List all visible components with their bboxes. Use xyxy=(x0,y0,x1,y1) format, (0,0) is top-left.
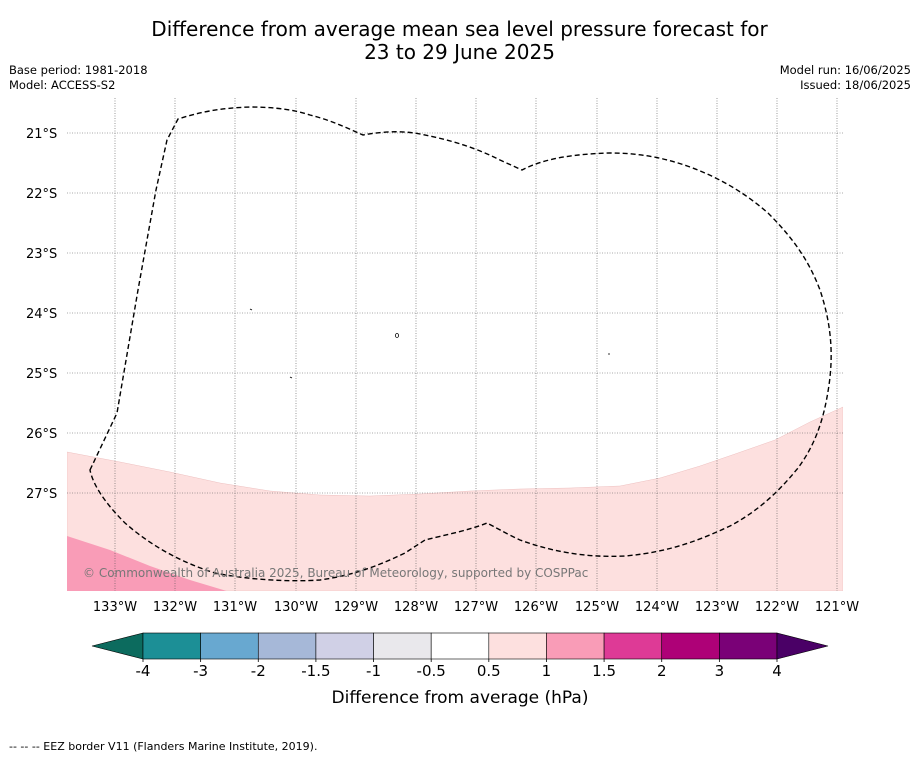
colorbar-cell xyxy=(142,632,201,660)
colorbar-label: Difference from average (hPa) xyxy=(332,688,589,708)
base-info: Base period: 1981-2018 Model: ACCESS-S2 xyxy=(9,63,148,93)
islands xyxy=(249,308,610,379)
model-name: Model: ACCESS-S2 xyxy=(9,78,116,92)
colorbar-tick-label: -3 xyxy=(193,662,208,680)
base-period: Base period: 1981-2018 xyxy=(9,63,148,77)
lat-label: 24°S xyxy=(26,307,57,322)
lon-labels: 133°W 132°W 131°W 130°W 129°W 128°W 127°… xyxy=(93,600,859,615)
lon-label: 123°W xyxy=(695,600,739,615)
issued-date: Issued: 18/06/2025 xyxy=(800,78,911,92)
colorbar-cell xyxy=(315,632,374,660)
lat-label: 27°S xyxy=(26,487,57,502)
colorbar-tick-label: -0.5 xyxy=(417,662,446,680)
anomaly-fill-1-1.5 xyxy=(67,536,227,591)
title-line-2: 23 to 29 June 2025 xyxy=(364,40,555,64)
colorbar-cell xyxy=(373,632,432,660)
island-mark xyxy=(289,376,293,379)
lon-label: 125°W xyxy=(575,600,619,615)
colorbar-tick-label: 1 xyxy=(542,662,552,680)
title-line-1: Difference from average mean sea level p… xyxy=(151,17,768,41)
eez-border xyxy=(89,106,832,582)
lat-label: 23°S xyxy=(26,247,57,262)
island-mark xyxy=(249,308,253,311)
colorbar-cell xyxy=(200,632,259,660)
colorbar-tick-label: 2 xyxy=(657,662,667,680)
lat-label: 21°S xyxy=(26,127,57,142)
colorbar-cell xyxy=(546,632,605,660)
colorbar-cell xyxy=(719,632,778,660)
graticule xyxy=(67,98,843,591)
map-area: © Commonwealth of Australia 2025, Bureau… xyxy=(67,98,843,591)
lon-label: 128°W xyxy=(394,600,438,615)
lon-label: 132°W xyxy=(153,600,197,615)
lat-label: 25°S xyxy=(26,367,57,382)
lon-label: 121°W xyxy=(815,600,859,615)
copyright-text: © Commonwealth of Australia 2025, Bureau… xyxy=(83,566,588,580)
colorbar-cell xyxy=(488,632,547,660)
colorbar-cell xyxy=(430,632,490,660)
model-run-date: Model run: 16/06/2025 xyxy=(779,63,911,77)
colorbar-cells xyxy=(142,632,778,660)
lon-label: 126°W xyxy=(514,600,558,615)
island-mark xyxy=(394,333,399,338)
lat-labels: 21°S 22°S 23°S 24°S 25°S 26°S 27°S xyxy=(26,127,57,502)
colorbar-tick-label: 4 xyxy=(772,662,782,680)
colorbar-tick-label: 0.5 xyxy=(477,662,501,680)
lon-label: 122°W xyxy=(755,600,799,615)
colorbar-cell xyxy=(257,632,317,660)
colorbar-tick-label: -2 xyxy=(251,662,266,680)
lon-label: 127°W xyxy=(454,600,498,615)
colorbar-tick-label: -4 xyxy=(136,662,151,680)
colorbar-cell xyxy=(603,632,663,660)
lat-label: 22°S xyxy=(26,187,57,202)
colorbar-ticks: -4 -3 -2 -1.5 -1 -0.5 0.5 1 1.5 2 3 4 xyxy=(136,659,782,680)
lon-label: 124°W xyxy=(635,600,679,615)
anomaly-fill-0.5-1 xyxy=(67,406,843,591)
lon-label: 131°W xyxy=(213,600,257,615)
map-title: Difference from average mean sea level p… xyxy=(0,18,919,64)
lon-label: 130°W xyxy=(274,600,318,615)
lon-label: 129°W xyxy=(334,600,378,615)
colorbar-tick-label: -1.5 xyxy=(301,662,330,680)
colorbar-over-arrow xyxy=(776,632,829,660)
colorbar-cell xyxy=(661,632,720,660)
lon-label: 133°W xyxy=(93,600,137,615)
lat-label: 26°S xyxy=(26,427,57,442)
eez-footnote: -- -- -- EEZ border V11 (Flanders Marine… xyxy=(9,740,318,753)
colorbar: -4 -3 -2 -1.5 -1 -0.5 0.5 1 1.5 2 3 4 Difference fr… xyxy=(91,632,829,708)
colorbar-tick-label: -1 xyxy=(366,662,381,680)
colorbar-tick-label: 3 xyxy=(715,662,725,680)
colorbar-tick-label: 1.5 xyxy=(592,662,616,680)
colorbar-under-arrow xyxy=(91,632,144,660)
run-info: Model run: 16/06/2025 Issued: 18/06/2025 xyxy=(780,63,911,93)
